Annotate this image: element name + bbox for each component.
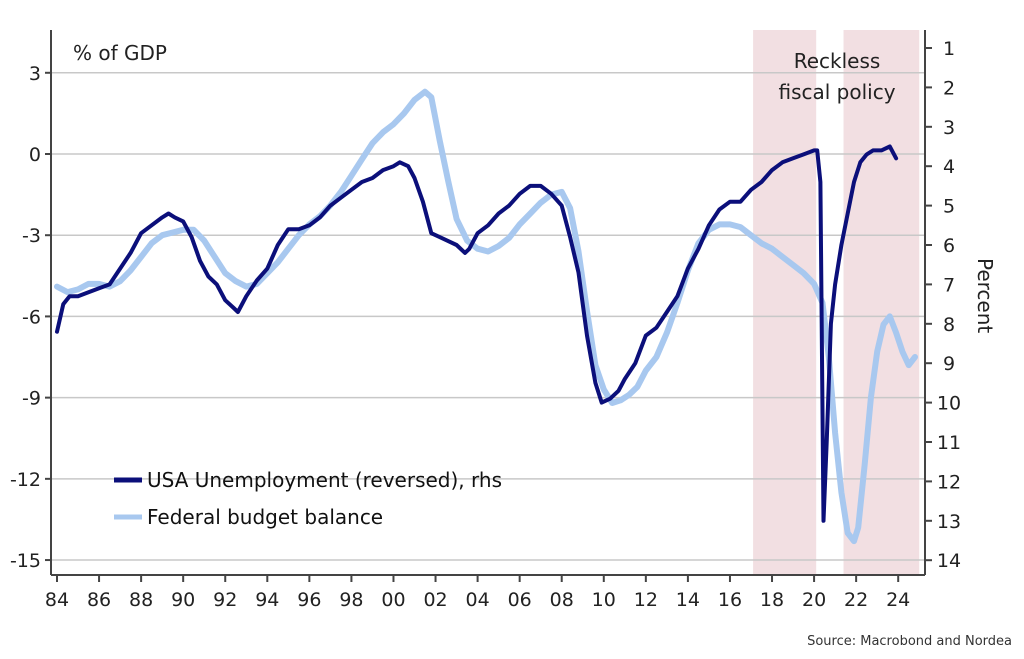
x-tick-label: 16 bbox=[718, 589, 742, 611]
right-tick-label: 9 bbox=[943, 353, 955, 375]
right-tick-label: 10 bbox=[937, 393, 961, 415]
left-tick-label: -15 bbox=[10, 550, 41, 572]
right-tick-label: 14 bbox=[937, 550, 961, 572]
left-tick-label: 0 bbox=[29, 144, 41, 166]
x-tick-label: 84 bbox=[45, 589, 69, 611]
axes bbox=[50, 30, 926, 576]
right-tick-label: 12 bbox=[937, 471, 961, 493]
x-tick-label: 10 bbox=[592, 589, 616, 611]
right-tick-label: 13 bbox=[937, 511, 961, 533]
right-tick-label: 1 bbox=[943, 38, 955, 60]
right-tick-label: 7 bbox=[943, 274, 955, 296]
x-tick-label: 00 bbox=[381, 589, 405, 611]
legend-label-unemployment: USA Unemployment (reversed), rhs bbox=[147, 468, 502, 492]
x-tick-label: 06 bbox=[508, 589, 532, 611]
right-tick-label: 6 bbox=[943, 235, 955, 257]
x-tick-label: 18 bbox=[760, 589, 784, 611]
x-tick-label: 04 bbox=[466, 589, 490, 611]
annotation-line-1: Reckless bbox=[794, 49, 881, 73]
x-tick-label: 94 bbox=[255, 589, 279, 611]
left-axis-label: % of GDP bbox=[73, 41, 167, 65]
x-tick-label: 24 bbox=[886, 589, 910, 611]
shaded-period-1 bbox=[843, 30, 920, 575]
left-tick-label: -9 bbox=[22, 388, 41, 410]
shaded-period-0 bbox=[753, 30, 817, 575]
x-tick-label: 92 bbox=[213, 589, 237, 611]
x-tick-label: 08 bbox=[550, 589, 574, 611]
x-tick-label: 20 bbox=[802, 589, 826, 611]
x-axis-ticks: 84 86 88 90 92 94 96 98 00 02 04 06 08 10 12 14 16 18 20 22… bbox=[45, 575, 910, 611]
x-tick-label: 22 bbox=[844, 589, 868, 611]
right-axis-label: Percent bbox=[973, 258, 997, 333]
x-tick-label: 96 bbox=[297, 589, 321, 611]
source-note: Source: Macrobond and Nordea bbox=[807, 634, 1012, 649]
right-tick-label: 4 bbox=[943, 156, 955, 178]
x-tick-label: 98 bbox=[339, 589, 363, 611]
left-axis-ticks: 3 0 -3 -6 -9 -12 -15 bbox=[10, 63, 51, 572]
series-lines bbox=[54, 88, 918, 545]
right-tick-label: 8 bbox=[943, 314, 955, 336]
right-tick-label: 2 bbox=[943, 77, 955, 99]
x-tick-label: 12 bbox=[634, 589, 658, 611]
x-tick-label: 14 bbox=[676, 589, 700, 611]
left-tick-label: -12 bbox=[10, 469, 41, 491]
legend: USA Unemployment (reversed), rhs Federal… bbox=[114, 468, 502, 529]
left-tick-label: -6 bbox=[22, 306, 41, 328]
x-tick-label: 86 bbox=[87, 589, 111, 611]
x-tick-label: 02 bbox=[423, 589, 447, 611]
right-tick-label: 11 bbox=[937, 432, 961, 454]
annotation-line-2: fiscal policy bbox=[778, 80, 895, 104]
shaded-periods bbox=[753, 30, 920, 575]
left-tick-label: -3 bbox=[22, 225, 41, 247]
x-tick-label: 90 bbox=[171, 589, 195, 611]
x-tick-label: 88 bbox=[129, 589, 153, 611]
left-tick-label: 3 bbox=[29, 63, 41, 85]
legend-label-budget: Federal budget balance bbox=[147, 505, 383, 529]
right-tick-label: 3 bbox=[943, 117, 955, 139]
series-unemployment-line bbox=[55, 144, 899, 523]
right-tick-label: 5 bbox=[943, 196, 955, 218]
